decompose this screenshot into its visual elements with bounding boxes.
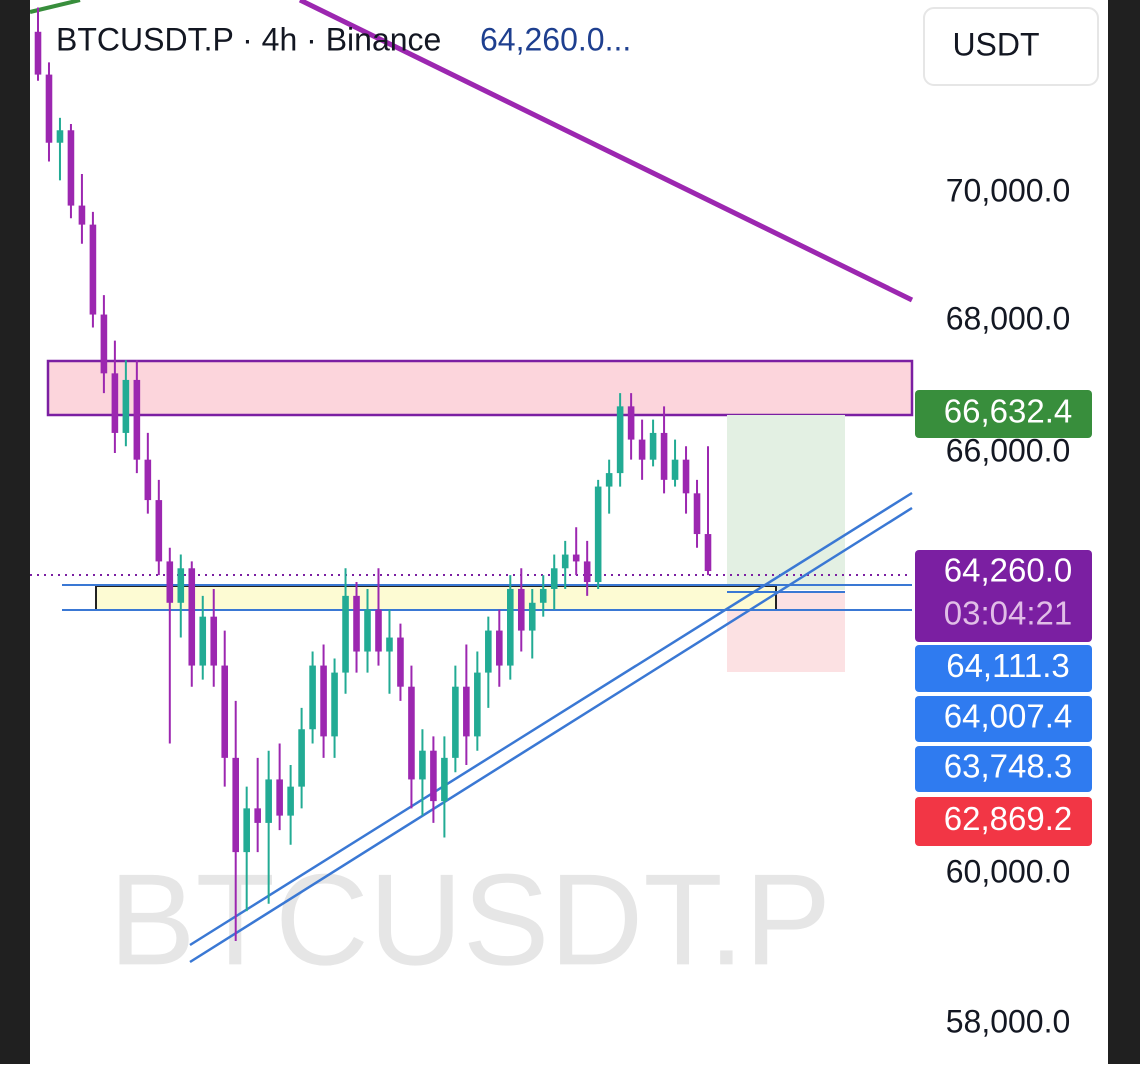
candle-body [111,373,119,433]
candle-body [605,473,613,487]
candle-body [638,439,646,460]
price-label: 62,869.2 [944,800,1072,837]
price-label: 66,632.4 [944,393,1072,430]
candle-body [408,686,415,780]
y-tick-label: 58,000.0 [946,1003,1071,1039]
y-tick-label: 60,000.0 [946,854,1071,890]
countdown-label: 03:04:21 [944,595,1072,632]
candle-body [528,602,536,631]
y-tick-label: 68,000.0 [946,300,1071,336]
candle-body [133,379,141,460]
price-label-box [915,390,1092,438]
price-label-box [915,746,1092,792]
candle-body [616,406,624,474]
candle-body [682,459,690,494]
candle-body [693,493,701,535]
candle-body [232,757,239,853]
right-edge [1108,0,1140,1064]
candle-body [188,568,196,666]
candle-body [397,637,404,687]
chart-title: BTCUSDT.P · 4h · Binance [56,21,441,57]
candle-body [550,568,558,589]
trend-line [189,491,913,947]
candle-body [144,459,152,501]
candle-body [627,406,635,440]
candles [34,7,712,941]
candle-body [287,786,294,816]
candle-body [660,432,668,480]
target-zone [727,415,845,590]
candle-body [331,672,338,737]
candle-body [474,672,481,737]
candle-body [100,314,108,374]
candle-body [199,616,207,666]
candle-body [485,630,492,673]
price-axis: 58,000.0 60,000.0 66,000.0 68,000.0 70,000.0… [915,172,1092,1039]
price-label: 64,007.4 [944,698,1072,735]
price-label: 64,111.3 [946,647,1070,684]
support-zone [95,585,777,611]
resistance-zone [46,359,914,417]
price-label: 64,260.0 [944,552,1072,589]
candle-body [441,757,448,802]
trend-line [189,506,913,964]
price-label: 63,748.3 [944,748,1072,785]
candle-body [309,665,316,730]
candle-body [517,588,525,631]
candle-body [177,568,185,603]
candle-body [594,486,602,583]
candle-body [67,130,75,206]
price-label-box [915,797,1092,846]
candle-body [364,609,371,652]
candle-body [265,779,272,823]
candle-body [276,779,283,816]
candle-body [342,595,349,673]
watermark: BTCUSDT.P [109,846,831,992]
candle-body [122,379,130,433]
left-edge [0,0,30,1064]
candle-body [56,130,64,143]
price-label-box [915,645,1092,692]
candle-body [463,686,470,737]
y-tick-label: 66,000.0 [946,432,1071,468]
candle-body [419,750,426,780]
candle-body [561,554,569,569]
y-tick-label: 70,000.0 [946,172,1071,208]
candle-body [375,609,382,652]
candle-body [221,665,229,758]
candle-body [166,561,174,603]
candle-body [298,729,305,787]
price-label-box [915,696,1092,742]
price-label-box [915,550,1092,642]
candle-body [45,74,53,143]
candle-body [78,205,86,225]
candle-body [89,224,97,315]
candle-body [572,554,580,562]
candle-body [583,561,591,583]
candle-body [243,808,250,853]
candle-body [386,637,393,652]
candle-body [254,808,261,823]
currency-button[interactable] [923,7,1099,86]
candle-body [507,588,514,666]
down-trend-line [298,0,914,303]
plot-area: BTCUSDT.P BTCUSDT.P · 4h · Binance 64,26… [29,0,914,992]
candle-body [210,616,218,666]
candle-body [430,750,437,802]
candle-body [539,588,547,603]
candle-body [496,630,503,666]
candle-body [452,686,459,758]
header-price: 64,260.0... [480,21,631,57]
candle-body [704,534,712,572]
candle-body [649,432,657,460]
candle-body [34,31,42,75]
candle-body [320,665,327,737]
candle-body [353,595,360,652]
currency-button-label[interactable]: USDT [952,26,1039,62]
candle-body [671,459,679,480]
candle-body [155,500,163,562]
